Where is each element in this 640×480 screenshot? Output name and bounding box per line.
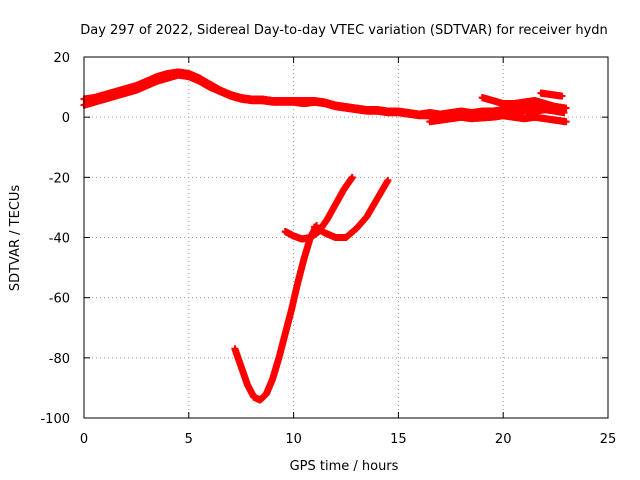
- x-axis-label: GPS time / hours: [290, 459, 399, 474]
- data-point: [562, 104, 570, 112]
- y-tick-label: -20: [49, 171, 70, 186]
- data-point: [558, 92, 566, 100]
- series-late-scatter: [426, 112, 570, 126]
- y-axis-label: SDTVAR / TECUs: [8, 185, 23, 292]
- y-tick-label: -40: [49, 232, 70, 247]
- series-late-top: [537, 89, 566, 100]
- data-point: [384, 176, 392, 184]
- ticks: 0 5 10 15 20 25 -100 -80 -60 -40 -20 0 20: [40, 51, 616, 447]
- series-late-upper: [478, 94, 570, 112]
- x-tick-label: 15: [390, 432, 407, 447]
- series-deep-dip: [231, 221, 321, 404]
- series-layer: [80, 68, 570, 404]
- x-tick-label: 20: [495, 432, 512, 447]
- data-point: [348, 173, 356, 181]
- chart-title: Day 297 of 2022, Sidereal Day-to-day VTE…: [80, 23, 608, 38]
- data-point: [562, 118, 570, 126]
- series-arc-2: [311, 176, 392, 241]
- y-tick-label: 20: [53, 51, 70, 66]
- y-tick-label: 0: [62, 111, 70, 126]
- series-main-band-offset: [80, 68, 568, 118]
- x-tick-label: 25: [600, 432, 617, 447]
- y-tick-label: -100: [40, 412, 70, 427]
- y-tick-label: -60: [49, 292, 70, 307]
- y-tick-label: -80: [49, 352, 70, 367]
- x-tick-label: 10: [285, 432, 302, 447]
- x-tick-label: 5: [185, 432, 193, 447]
- x-tick-label: 0: [80, 432, 88, 447]
